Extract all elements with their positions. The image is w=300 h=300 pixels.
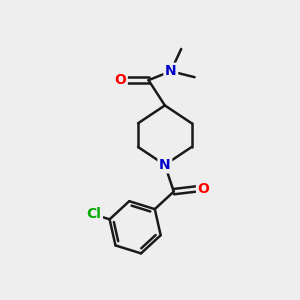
Text: O: O [198, 182, 209, 196]
Text: O: O [114, 73, 126, 87]
Text: Cl: Cl [87, 208, 101, 221]
Text: N: N [165, 64, 177, 78]
Text: N: N [159, 158, 171, 172]
